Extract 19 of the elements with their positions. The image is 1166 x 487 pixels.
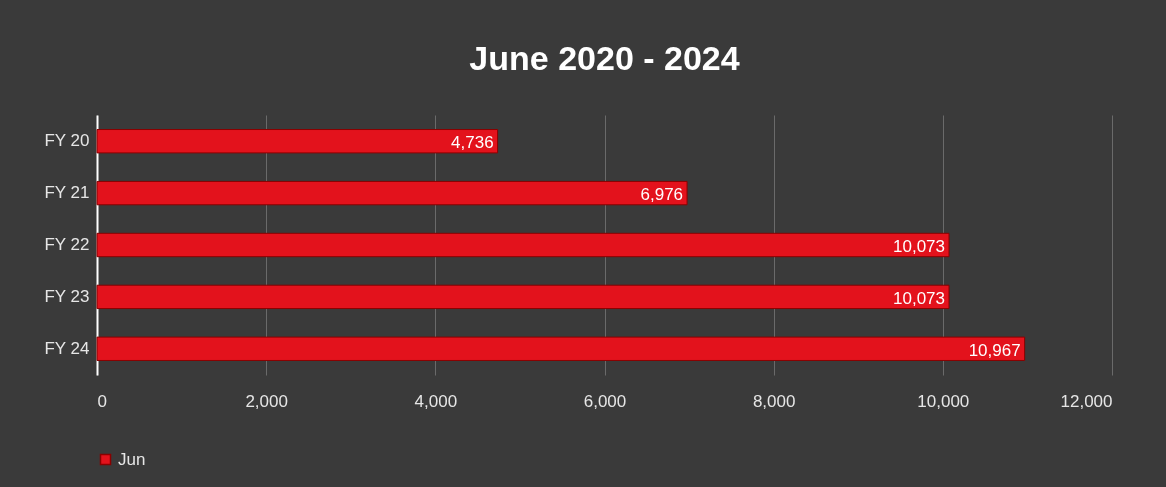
y-tick-label: FY 23 [44,286,90,306]
x-tick-label: 4,000 [414,391,458,411]
x-tick-label: 10,000 [917,391,970,411]
x-tick-label: 2,000 [245,391,288,411]
x-tick-label: 0 [97,391,107,411]
y-tick-label: FY 21 [44,183,90,203]
x-tick-label: 8,000 [752,391,796,411]
y-tick-label: FY 24 [44,338,90,358]
data-label: 6,976 [640,185,684,205]
data-label: 10,073 [893,288,946,308]
y-tick-label: FY 22 [44,235,90,254]
x-tick-label: 6,000 [583,391,627,411]
chart-title: June 2020 - 2024 [469,39,740,77]
legend-label: Jun [118,449,146,469]
data-label: 10,967 [968,340,1021,360]
data-label: 10,073 [893,237,946,256]
y-tick-label: FY 20 [44,131,90,151]
x-tick-label: 12,000 [1060,391,1113,411]
data-label: 4,736 [451,133,494,153]
